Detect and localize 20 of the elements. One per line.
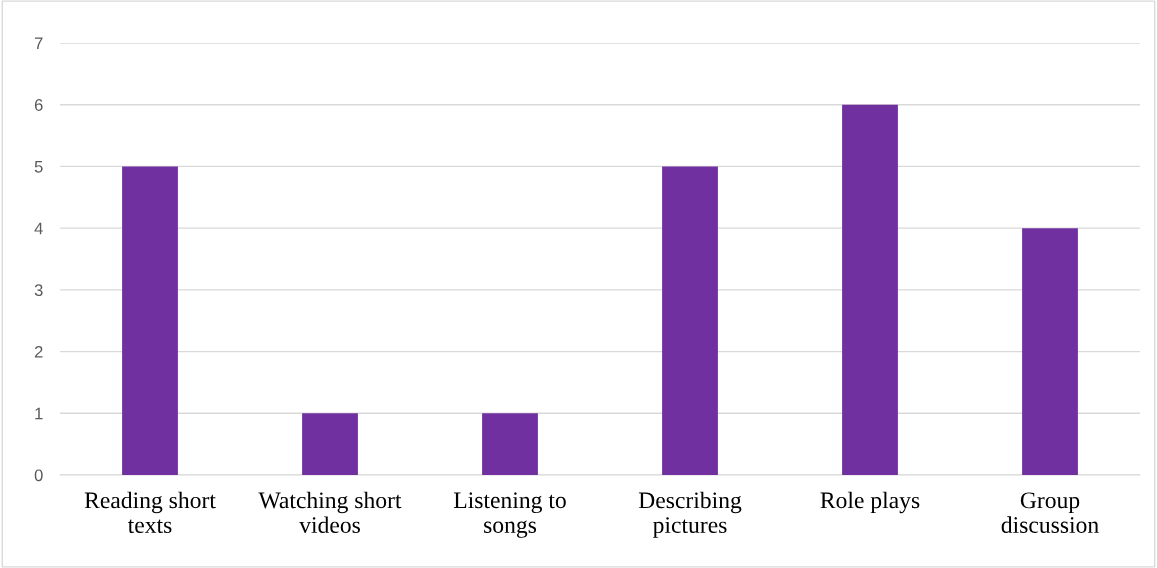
x-tick-label: Group discussion bbox=[1001, 492, 1099, 533]
bar bbox=[482, 413, 538, 475]
y-tick-label: 0 bbox=[34, 469, 43, 482]
x-tick-label: Watching short videos bbox=[258, 491, 402, 534]
y-tick-label: 3 bbox=[34, 284, 43, 297]
y-tick-label: 5 bbox=[34, 161, 43, 173]
y-tick-label: 2 bbox=[34, 345, 43, 358]
y-tick-label: 7 bbox=[34, 37, 43, 50]
x-tick-label: Describing pictures bbox=[638, 491, 742, 538]
bar bbox=[122, 166, 178, 475]
y-tick-label: 6 bbox=[34, 99, 43, 111]
bar bbox=[662, 166, 718, 475]
y-tick-label: 4 bbox=[34, 222, 43, 235]
y-tick-label: 1 bbox=[35, 407, 43, 420]
bar bbox=[1022, 228, 1078, 475]
x-tick-label: Reading short texts bbox=[84, 491, 216, 534]
bar bbox=[302, 413, 358, 475]
x-tick-label: Role plays bbox=[820, 491, 920, 514]
x-tick-label: Listening to songs bbox=[453, 492, 566, 538]
bar bbox=[842, 104, 898, 475]
